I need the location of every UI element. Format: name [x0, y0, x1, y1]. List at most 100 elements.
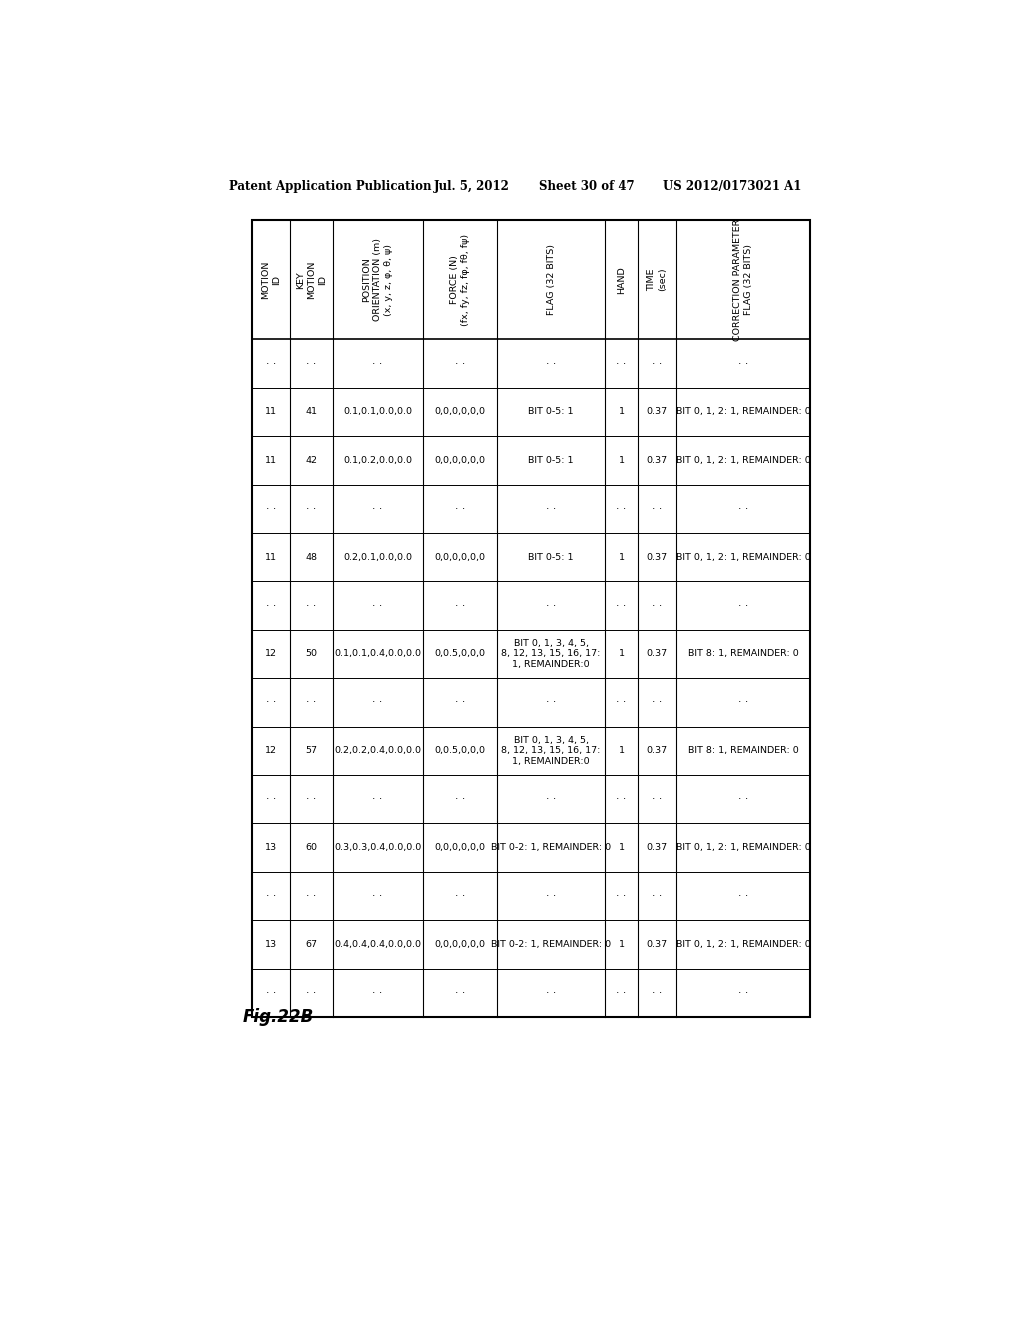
Text: BIT 0, 1, 2: 1, REMAINDER: 0: BIT 0, 1, 2: 1, REMAINDER: 0 — [676, 455, 810, 465]
Text: CORRECTION PARAMETER
FLAG (32 BITS): CORRECTION PARAMETER FLAG (32 BITS) — [733, 219, 753, 341]
Text: Fig.22B: Fig.22B — [243, 1008, 314, 1026]
Text: 50: 50 — [305, 649, 317, 659]
Text: · ·: · · — [373, 359, 383, 368]
Text: BIT 0, 1, 2: 1, REMAINDER: 0: BIT 0, 1, 2: 1, REMAINDER: 0 — [676, 940, 810, 949]
Text: BIT 0-5: 1: BIT 0-5: 1 — [528, 455, 573, 465]
Text: · ·: · · — [546, 601, 556, 611]
Text: BIT 0-2: 1, REMAINDER: 0: BIT 0-2: 1, REMAINDER: 0 — [492, 940, 611, 949]
Text: 1: 1 — [618, 408, 625, 416]
Text: · ·: · · — [266, 795, 276, 804]
Text: · ·: · · — [455, 601, 465, 611]
Text: · ·: · · — [546, 795, 556, 804]
Text: · ·: · · — [651, 697, 662, 708]
Text: 0.1,0.1,0.4,0.0,0.0: 0.1,0.1,0.4,0.0,0.0 — [334, 649, 421, 659]
Text: 42: 42 — [305, 455, 317, 465]
Text: · ·: · · — [266, 987, 276, 998]
Text: HAND: HAND — [617, 265, 626, 293]
Text: 1: 1 — [618, 940, 625, 949]
Text: · ·: · · — [266, 697, 276, 708]
Text: · ·: · · — [616, 795, 627, 804]
Text: · ·: · · — [455, 504, 465, 513]
Text: 11: 11 — [265, 455, 278, 465]
Text: BIT 0-2: 1, REMAINDER: 0: BIT 0-2: 1, REMAINDER: 0 — [492, 843, 611, 851]
Text: Sheet 30 of 47: Sheet 30 of 47 — [539, 181, 635, 194]
Text: · ·: · · — [651, 795, 662, 804]
Text: 0.3,0.3,0.4,0.0,0.0: 0.3,0.3,0.4,0.0,0.0 — [334, 843, 421, 851]
Text: · ·: · · — [738, 795, 749, 804]
Text: · ·: · · — [616, 601, 627, 611]
Text: 1: 1 — [618, 455, 625, 465]
Text: BIT 0-5: 1: BIT 0-5: 1 — [528, 408, 573, 416]
Text: · ·: · · — [651, 987, 662, 998]
Text: MOTION
ID: MOTION ID — [261, 260, 282, 298]
Text: · ·: · · — [373, 504, 383, 513]
Text: POSITION
ORIENTATION (m)
(x, y, z, φ, θ, ψ): POSITION ORIENTATION (m) (x, y, z, φ, θ,… — [362, 238, 393, 321]
Text: · ·: · · — [373, 697, 383, 708]
Text: · ·: · · — [373, 987, 383, 998]
Text: 0.37: 0.37 — [646, 649, 668, 659]
Text: Jul. 5, 2012: Jul. 5, 2012 — [434, 181, 510, 194]
Text: BIT 0, 1, 2: 1, REMAINDER: 0: BIT 0, 1, 2: 1, REMAINDER: 0 — [676, 408, 810, 416]
Text: · ·: · · — [373, 795, 383, 804]
Text: 0,0,0,0,0,0: 0,0,0,0,0,0 — [434, 455, 485, 465]
Text: · ·: · · — [373, 601, 383, 611]
Text: 0.4,0.4,0.4,0.0,0.0: 0.4,0.4,0.4,0.0,0.0 — [334, 940, 421, 949]
Text: 13: 13 — [265, 843, 278, 851]
Text: 0.37: 0.37 — [646, 746, 668, 755]
Text: · ·: · · — [455, 795, 465, 804]
Text: FORCE (N)
(fx, fy, fz, fφ, fθ, fψ): FORCE (N) (fx, fy, fz, fφ, fθ, fψ) — [450, 234, 470, 326]
Text: 12: 12 — [265, 746, 278, 755]
Text: 41: 41 — [305, 408, 317, 416]
Text: US 2012/0173021 A1: US 2012/0173021 A1 — [663, 181, 801, 194]
Text: · ·: · · — [546, 359, 556, 368]
Text: · ·: · · — [306, 697, 316, 708]
Text: · ·: · · — [306, 504, 316, 513]
Text: BIT 0, 1, 2: 1, REMAINDER: 0: BIT 0, 1, 2: 1, REMAINDER: 0 — [676, 553, 810, 561]
Text: · ·: · · — [306, 987, 316, 998]
Text: · ·: · · — [266, 601, 276, 611]
Text: 0,0,0,0,0,0: 0,0,0,0,0,0 — [434, 940, 485, 949]
Text: · ·: · · — [738, 601, 749, 611]
Text: 11: 11 — [265, 408, 278, 416]
Text: · ·: · · — [616, 504, 627, 513]
Text: 0.37: 0.37 — [646, 940, 668, 949]
Text: · ·: · · — [306, 891, 316, 902]
Text: 13: 13 — [265, 940, 278, 949]
Text: 0,0,0,0,0,0: 0,0,0,0,0,0 — [434, 553, 485, 561]
Text: · ·: · · — [373, 891, 383, 902]
Text: · ·: · · — [455, 359, 465, 368]
Text: 0.37: 0.37 — [646, 843, 668, 851]
Text: 1: 1 — [618, 649, 625, 659]
Text: · ·: · · — [546, 504, 556, 513]
Text: 0.1,0.1,0.0,0.0: 0.1,0.1,0.0,0.0 — [343, 408, 412, 416]
Text: BIT 8: 1, REMAINDER: 0: BIT 8: 1, REMAINDER: 0 — [688, 649, 799, 659]
Text: · ·: · · — [616, 891, 627, 902]
Text: · ·: · · — [651, 504, 662, 513]
Text: 0.2,0.2,0.4,0.0,0.0: 0.2,0.2,0.4,0.0,0.0 — [334, 746, 421, 755]
Text: · ·: · · — [546, 891, 556, 902]
Text: 0,0,0,0,0,0: 0,0,0,0,0,0 — [434, 843, 485, 851]
Text: · ·: · · — [616, 697, 627, 708]
Text: · ·: · · — [738, 987, 749, 998]
Text: 67: 67 — [305, 940, 317, 949]
Text: TIME
(sec): TIME (sec) — [647, 268, 667, 292]
Text: · ·: · · — [651, 359, 662, 368]
Text: · ·: · · — [266, 891, 276, 902]
Text: · ·: · · — [546, 987, 556, 998]
Text: 0,0,0,0,0,0: 0,0,0,0,0,0 — [434, 408, 485, 416]
Text: · ·: · · — [455, 891, 465, 902]
Text: · ·: · · — [266, 504, 276, 513]
Bar — [252, 220, 810, 1016]
Text: 57: 57 — [305, 746, 317, 755]
Text: 1: 1 — [618, 553, 625, 561]
Text: 0.2,0.1,0.0,0.0: 0.2,0.1,0.0,0.0 — [343, 553, 412, 561]
Text: 0.1,0.2,0.0,0.0: 0.1,0.2,0.0,0.0 — [343, 455, 412, 465]
Text: BIT 0, 1, 3, 4, 5,
8, 12, 13, 15, 16, 17:
1, REMAINDER:0: BIT 0, 1, 3, 4, 5, 8, 12, 13, 15, 16, 17… — [502, 735, 601, 766]
Text: · ·: · · — [546, 697, 556, 708]
Text: 12: 12 — [265, 649, 278, 659]
Text: · ·: · · — [455, 987, 465, 998]
Text: KEY
MOTION
ID: KEY MOTION ID — [296, 260, 327, 298]
Text: BIT 8: 1, REMAINDER: 0: BIT 8: 1, REMAINDER: 0 — [688, 746, 799, 755]
Text: 48: 48 — [305, 553, 317, 561]
Text: · ·: · · — [306, 795, 316, 804]
